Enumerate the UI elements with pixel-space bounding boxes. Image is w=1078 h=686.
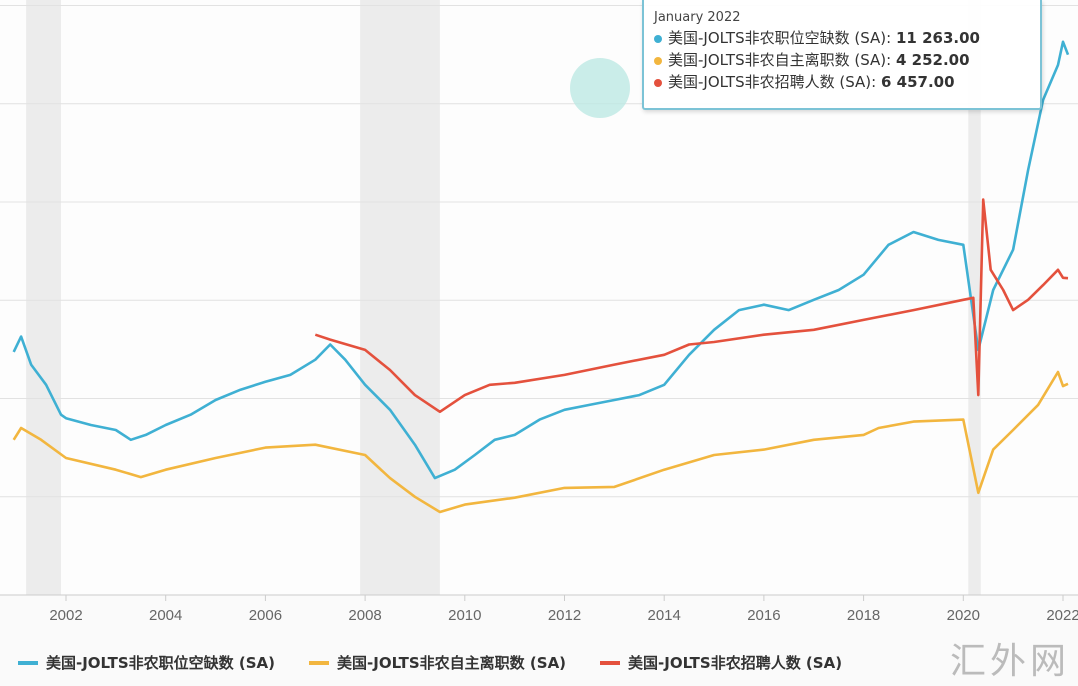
legend-label: 美国-JOLTS非农职位空缺数 (SA)	[46, 654, 276, 672]
x-tick-label: 2022	[1046, 607, 1078, 624]
tooltip-label: 美国-JOLTS非农职位空缺数 (SA):	[668, 29, 892, 47]
dot-icon	[654, 78, 662, 87]
tooltip-value: 11 263.00	[896, 29, 980, 47]
x-tick-label: 2018	[847, 607, 880, 624]
series-line-quits	[12, 370, 1069, 514]
recession-band	[360, 0, 440, 595]
chart-legend: 美国-JOLTS非农职位空缺数 (SA) 美国-JOLTS非农自主离职数 (SA…	[18, 652, 842, 673]
tooltip-row-quits: 美国-JOLTS非农自主离职数 (SA): 4 252.00	[654, 49, 1040, 71]
x-tick-label: 2020	[947, 607, 980, 624]
legend-label: 美国-JOLTS非农招聘人数 (SA)	[628, 654, 843, 672]
tooltip-date: January 2022	[654, 10, 741, 25]
x-tick-label: 2010	[448, 607, 481, 624]
legend-label: 美国-JOLTS非农自主离职数 (SA)	[337, 654, 567, 672]
dot-icon	[654, 56, 662, 65]
tooltip-label: 美国-JOLTS非农招聘人数 (SA):	[668, 73, 877, 91]
x-tick-label: 2004	[149, 607, 182, 624]
watermark-text: 汇外网	[950, 641, 1071, 682]
legend-swatch	[600, 660, 621, 665]
watermark-logo-icon	[570, 58, 630, 118]
legend-swatch	[18, 660, 38, 665]
legend-item-hires[interactable]: 美国-JOLTS非农招聘人数 (SA)	[600, 652, 842, 673]
x-tick-label: 2006	[249, 607, 282, 624]
recession-band	[26, 0, 62, 595]
series-line-openings	[12, 40, 1070, 480]
x-tick-label: 2008	[348, 607, 381, 624]
x-tick-label: 2016	[747, 607, 780, 624]
legend-swatch	[309, 660, 330, 665]
x-tick-label: 2002	[49, 607, 82, 624]
tooltip-row-openings: 美国-JOLTS非农职位空缺数 (SA): 11 263.00	[654, 27, 1040, 49]
dot-icon	[654, 34, 662, 43]
tooltip-row-hires: 美国-JOLTS非农招聘人数 (SA): 6 457.00	[654, 71, 1040, 93]
legend-item-openings[interactable]: 美国-JOLTS非农职位空缺数 (SA)	[18, 652, 275, 673]
series-line-hires	[314, 198, 1069, 414]
legend-item-quits[interactable]: 美国-JOLTS非农自主离职数 (SA)	[309, 652, 566, 673]
tooltip-value: 4 252.00	[896, 51, 970, 69]
chart-tooltip: January 2022 美国-JOLTS非农职位空缺数 (SA): 11 26…	[642, 0, 1042, 110]
x-tick-label: 2012	[548, 607, 581, 624]
tooltip-value: 6 457.00	[881, 73, 955, 91]
tooltip-label: 美国-JOLTS非农自主离职数 (SA):	[668, 51, 892, 69]
x-tick-label: 2014	[648, 607, 681, 624]
